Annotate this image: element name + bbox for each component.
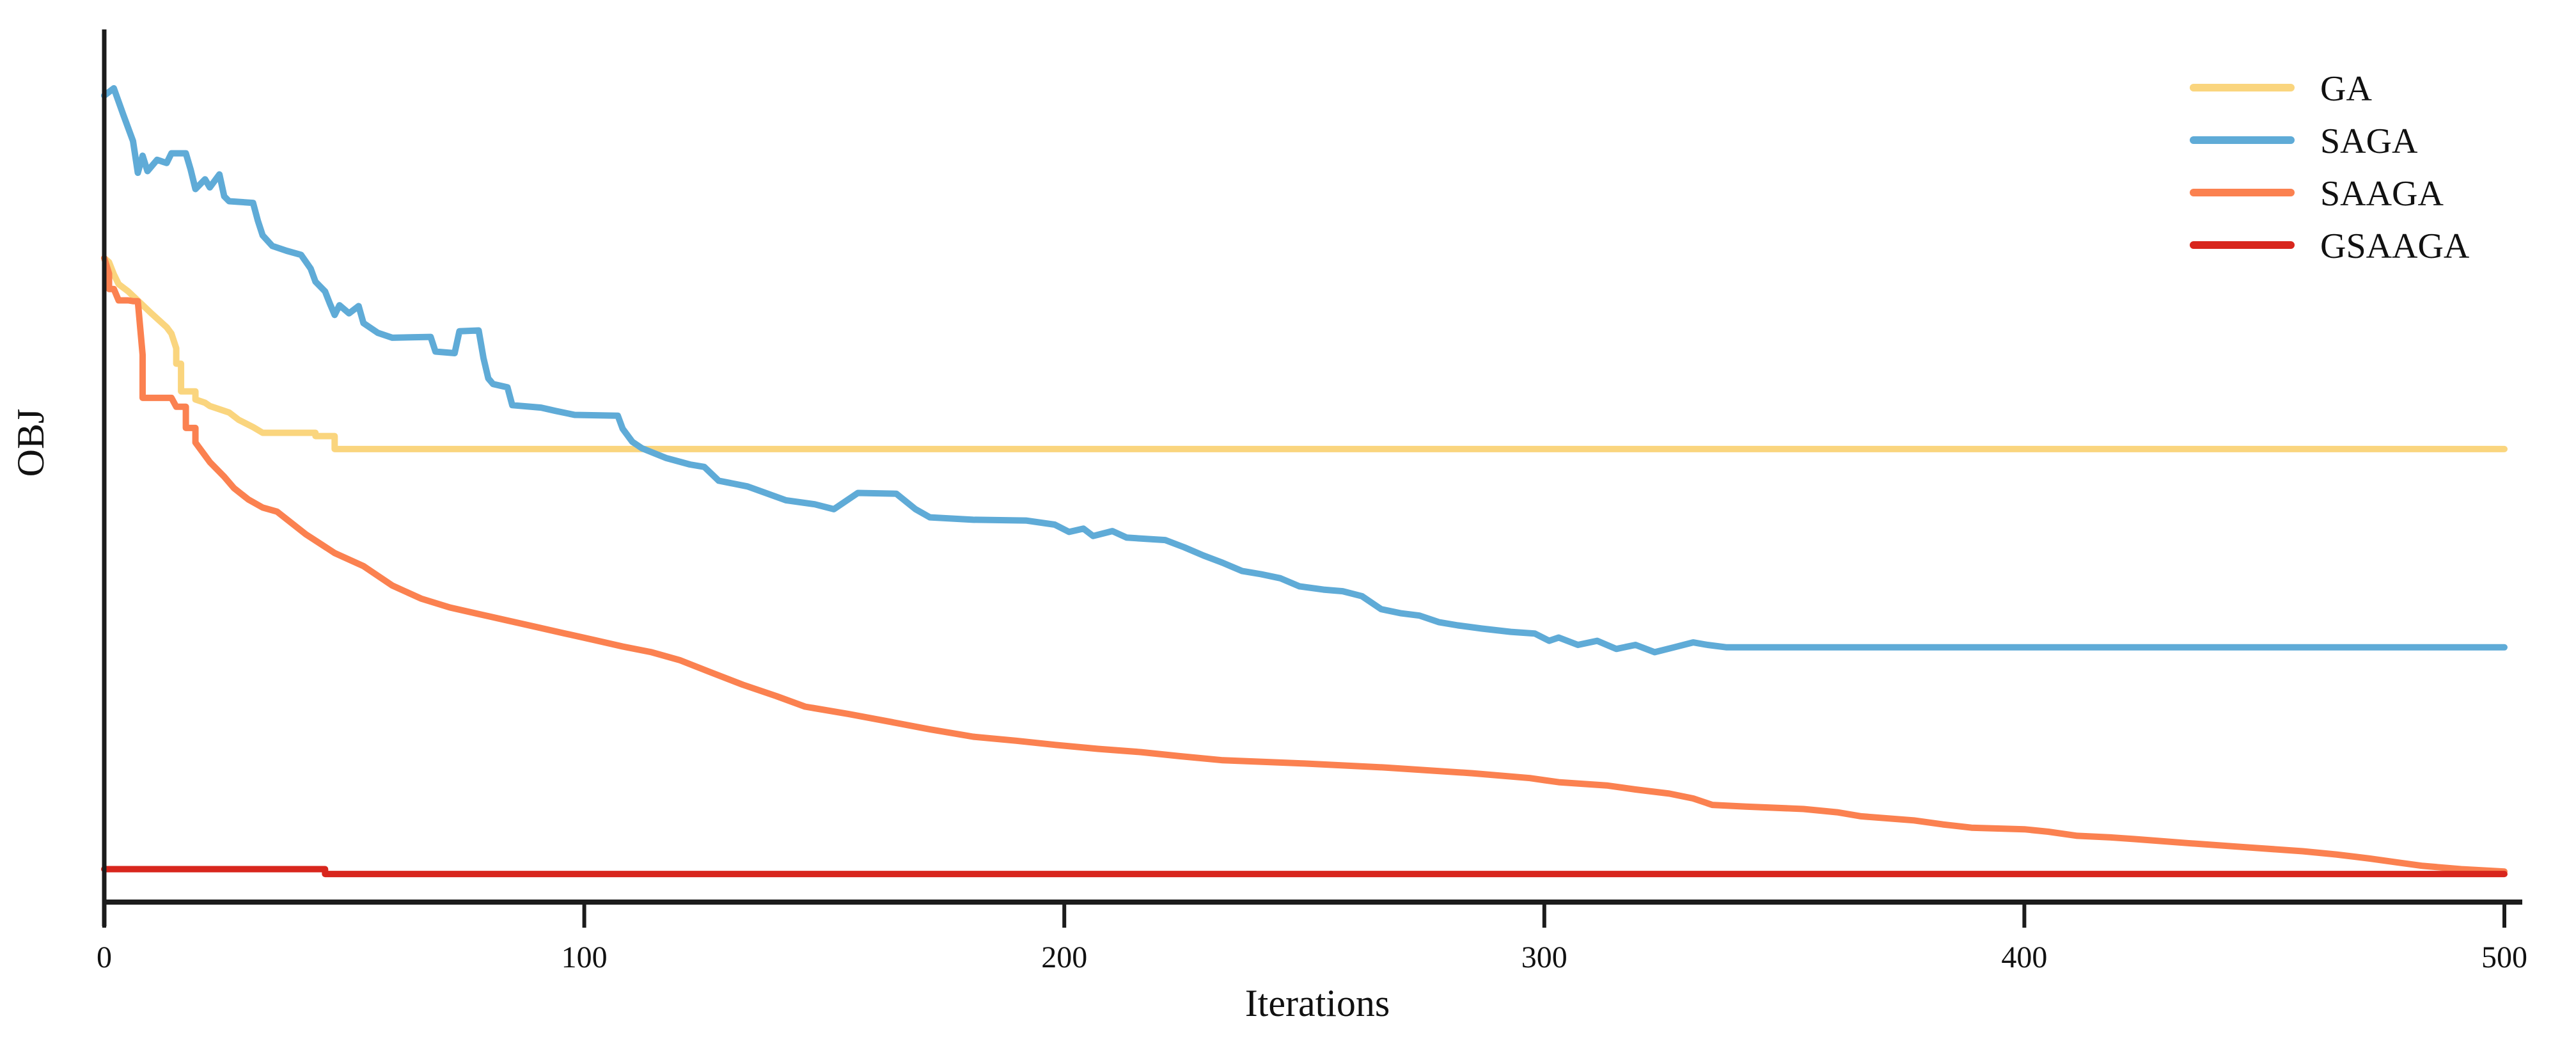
x-tick-layer: 0 100 200 300 400 500 (97, 902, 2527, 974)
legend-label-saga: SAGA (2320, 122, 2418, 161)
x-tick-label: 200 (1041, 940, 1087, 974)
x-axis-title: Iterations (1245, 982, 1390, 1024)
legend-label-saaga: SAAGA (2320, 174, 2444, 214)
x-tick-label: 500 (2481, 940, 2527, 974)
series-line-ga (101, 255, 2508, 452)
legend-label-ga: GA (2320, 69, 2372, 109)
x-tick-label: 400 (2001, 940, 2047, 974)
x-tick-label: 0 (97, 940, 112, 974)
legend-label-gsaaga: GSAAGA (2320, 226, 2470, 266)
series-line-gsaaga (101, 866, 2508, 878)
series-line-saaga (101, 255, 2508, 875)
x-tick-label: 300 (1521, 940, 1567, 974)
series-layer (101, 85, 2508, 878)
series-line-saga (101, 85, 2508, 656)
x-tick-label: 100 (562, 940, 608, 974)
y-axis-title: OBJ (10, 409, 52, 477)
legend: GA SAGA SAAGA GSAAGA (2190, 69, 2470, 266)
